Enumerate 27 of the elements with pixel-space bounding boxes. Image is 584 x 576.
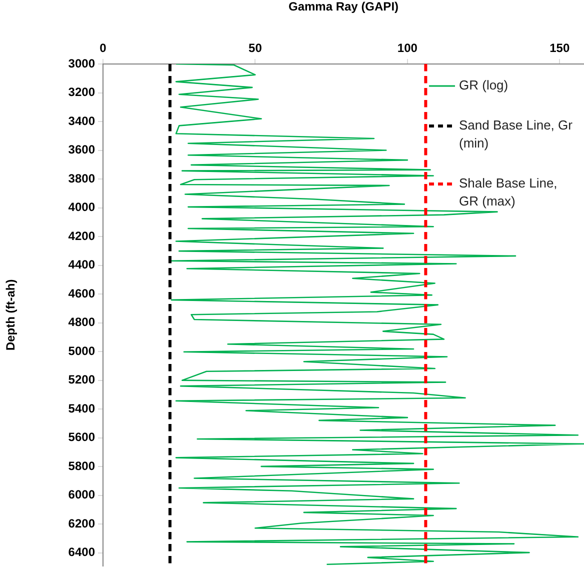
x-tick-label: 150: [550, 41, 570, 56]
y-tick-label: 4400: [68, 258, 96, 272]
y-tick-label: 3400: [68, 114, 96, 128]
y-tick-label: 4600: [68, 286, 96, 300]
legend-label: GR (log): [459, 78, 508, 93]
y-tick-label: 6000: [68, 488, 96, 502]
y-tick-label: 5800: [68, 458, 96, 473]
y-tick-label: 4200: [68, 228, 96, 243]
y-tick-label: 4800: [68, 315, 96, 330]
y-tick-label: 6400: [68, 545, 96, 560]
y-tick-label: 5000: [68, 344, 96, 358]
y-tick-label: 3200: [68, 85, 96, 100]
y-tick-label: 3000: [68, 56, 96, 70]
x-tick-label: 50: [248, 41, 262, 56]
y-tick-label: 4000: [68, 200, 96, 214]
y-axis-title: Depth (ft-ah): [4, 279, 18, 351]
y-tick-label: 5600: [68, 430, 96, 444]
y-tick-label: 3800: [68, 171, 96, 186]
y-tick-label: 5400: [68, 401, 96, 416]
ref-line-label: Shale Base Line, GR (max): [459, 176, 558, 209]
y-tick-label: 3600: [68, 142, 96, 157]
y-tick-label: 5200: [68, 372, 96, 387]
x-tick-label: 100: [397, 41, 418, 56]
y-tick-label: 6200: [68, 516, 96, 530]
ref-line-label: Sand Base Line, Gr (min): [459, 118, 574, 151]
x-tick-label: 0: [100, 41, 107, 56]
x-axis-title: Gamma Ray (GAPI): [288, 0, 399, 14]
